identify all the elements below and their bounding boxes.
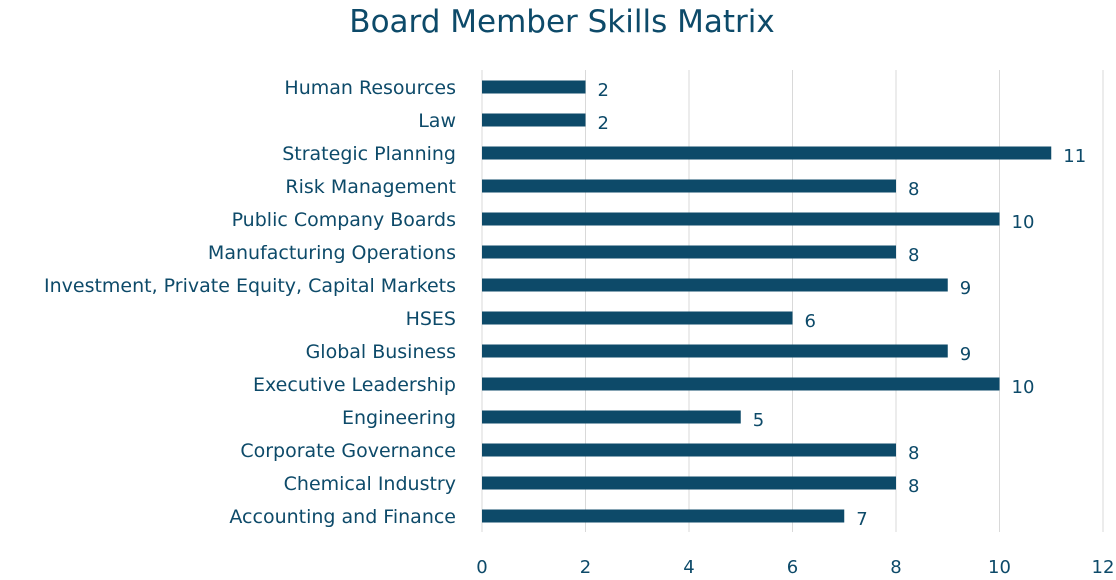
bar [482,80,586,94]
data-label: 8 [908,443,919,464]
category-label: Human Resources [284,77,456,99]
chart-title: Board Member Skills Matrix [349,4,774,40]
x-tick-label: 6 [787,557,798,578]
x-tick-label: 10 [988,557,1011,578]
bar [482,344,948,358]
category-label: Engineering [342,407,456,429]
category-label: Executive Leadership [253,374,456,396]
bar [482,212,1000,226]
bar [482,113,586,127]
x-tick-label: 12 [1092,557,1115,578]
x-tick-label: 2 [580,557,591,578]
category-label: HSES [406,308,456,330]
category-label: Strategic Planning [282,143,456,165]
category-label: Risk Management [285,176,456,198]
data-label: 10 [1012,212,1035,233]
category-label: Law [418,110,456,132]
bar [482,410,741,424]
bar [482,509,845,523]
category-label: Corporate Governance [240,440,456,462]
data-label: 8 [908,476,919,497]
category-label: Global Business [306,341,456,363]
category-label: Chemical Industry [284,473,456,495]
x-axis-tick-labels: 0 2 4 6 8 10 12 [476,557,1114,578]
bars [482,80,1052,523]
data-label: 10 [1012,377,1035,398]
category-label: Investment, Private Equity, Capital Mark… [44,275,456,297]
x-tick-label: 4 [683,557,694,578]
gridlines [481,70,1104,532]
bar [482,311,793,325]
category-label: Manufacturing Operations [208,242,456,264]
x-tick-label: 8 [890,557,901,578]
data-label: 7 [856,509,867,530]
data-label: 11 [1063,146,1086,167]
bar [482,476,896,490]
data-labels: 2 2 11 8 10 8 9 6 9 10 5 8 8 7 [598,80,1087,530]
category-label: Accounting and Finance [229,506,456,528]
data-label: 5 [753,410,764,431]
bar [482,443,896,457]
bar [482,179,896,193]
data-label: 8 [908,245,919,266]
category-label: Public Company Boards [232,209,456,231]
bar [482,278,948,292]
data-label: 6 [805,311,816,332]
data-label: 9 [960,344,971,365]
data-label: 2 [598,113,609,134]
category-labels: Human Resources Law Strategic Planning Risk… [44,77,456,528]
data-label: 9 [960,278,971,299]
bar [482,377,1000,391]
data-label: 2 [598,80,609,101]
bar [482,245,896,259]
x-tick-label: 0 [476,557,487,578]
data-label: 8 [908,179,919,200]
bar [482,146,1052,160]
